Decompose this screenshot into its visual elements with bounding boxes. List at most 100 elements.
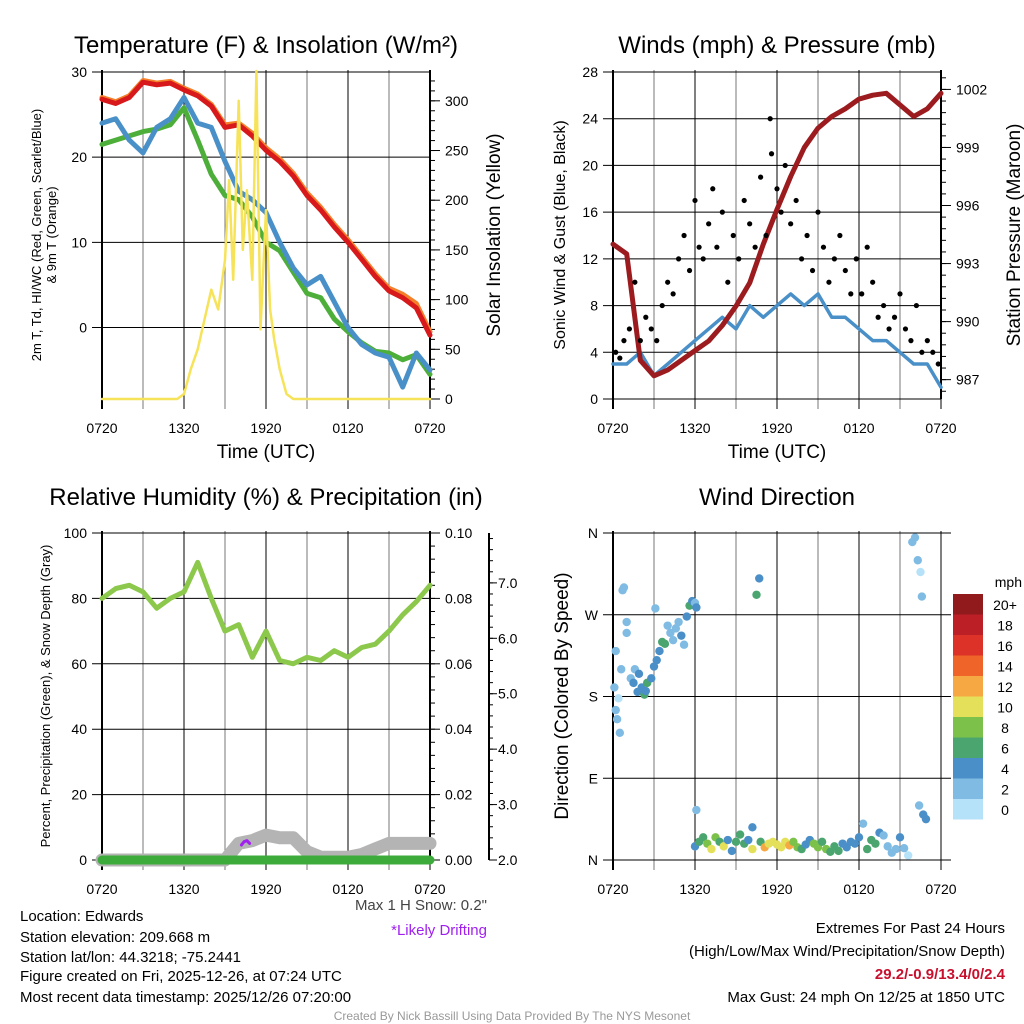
humidity-chart-title: Relative Humidity (%) & Precipitation (i… [49,484,482,511]
gust-point [799,256,805,262]
wind-direction-point [699,833,708,842]
colorbar-label: 4 [1001,761,1009,777]
wind-direction-point [617,665,626,674]
gust-point [826,279,832,285]
gust-point [758,174,764,180]
gust-point [886,326,892,332]
series-sonic-wind [611,292,943,390]
credit-text: Created By Nick Bassill Using Data Provi… [333,1009,691,1023]
wind-direction-point [651,604,660,613]
colorbar-box [953,594,983,615]
wind-direction-point [641,686,650,696]
y2-tick-label: 0.02 [445,787,472,803]
extremes-values: 29.2/-0.9/13.4/0/2.4 [874,966,1005,983]
gust-point [837,232,843,239]
x-tick-label: 1920 [250,881,281,897]
wind-direction-point [611,646,620,656]
wind-direction-point [744,835,753,845]
y-tick-label: 20 [71,787,87,803]
y-tick-label: E [589,770,598,786]
gust-point [613,349,619,355]
max-gust-text: Max Gust: 24 mph On 12/25 at 1850 UTC [727,989,1005,1006]
y-tick-label: 0 [79,852,87,868]
x-tick-label: 1320 [168,881,199,897]
gust-point [930,349,936,355]
series-relative-humidity [99,559,433,667]
wind-direction-point [668,635,678,645]
wind-direction-point [692,603,701,612]
colorbar-box [953,799,983,820]
wind-direction-y-axis-label: Direction (Colored By Speed) [552,572,573,819]
pressure-y-axis-label: Station Pressure (Maroon) [1004,124,1024,347]
wind-direction-point [752,590,761,599]
max-snow-note: Max 1 H Snow: 0.2" [354,897,487,914]
temperature-chart-title: Temperature (F) & Insolation (W/m²) [74,32,458,59]
location-text: Location: Edwards [20,908,144,925]
gust-point [897,291,903,297]
wind-direction-point [692,805,701,815]
snow-tick-label: 3.0 [498,797,518,813]
wind-direction-point [735,830,745,839]
wind-direction-point [652,655,661,665]
wind-direction-point [904,851,913,860]
snow-tick-label: 2.0 [498,852,518,868]
y2-tick-label: 987 [956,372,980,388]
extremes-fields: (High/Low/Max Wind/Precipitation/Snow De… [689,943,1005,960]
y-tick-label: 20 [582,157,598,173]
wind-direction-point [899,843,909,853]
y2-tick-label: 990 [956,314,980,330]
wind-direction-point [682,612,691,621]
colorbar-title: mph [995,574,1022,590]
gust-point [676,256,682,262]
wind-direction-point [917,592,927,601]
y2-tick-label: 1002 [956,81,987,97]
x-tick-label: 1320 [168,420,199,436]
wind-direction-point [647,674,656,683]
wind-direction-point [731,837,741,847]
y2-tick-label: 999 [956,139,980,155]
temperature-x-axis-label: Time (UTC) [217,442,316,463]
y-tick-label: 16 [582,204,598,220]
gust-point [643,314,649,320]
gust-point [686,267,693,274]
x-tick-label: 0720 [414,420,445,436]
gust-point [700,256,706,262]
winds-y-axis-label: Sonic Wind & Gust (Blue, Black) [552,120,569,349]
colorbar-label: 18 [997,618,1013,634]
snow-tick-label: 7.0 [498,575,518,591]
y-tick-label: 24 [582,111,598,127]
wind-direction-point [916,567,925,577]
gust-point [648,326,654,332]
wind-direction-point [655,646,664,656]
y-tick-label: 0 [590,391,598,407]
latlon-text: Station lat/lon: 44.3218; -75.2441 [20,949,242,966]
wind-direction-point [910,533,920,542]
colorbar-label: 10 [997,700,1013,716]
gust-point [859,291,865,297]
y2-tick-label: 0.08 [445,590,472,606]
wind-direction-point [707,844,716,854]
winds-chart-title: Winds (mph) & Pressure (mb) [618,32,935,59]
gust-point [853,256,859,262]
y-tick-label: 10 [71,234,87,250]
wind-direction-point [914,801,924,810]
wind-direction-point [610,683,619,692]
y2-tick-label: 993 [956,256,980,272]
x-tick-label: 0120 [332,881,363,897]
colorbar-label: 16 [997,638,1013,654]
temperature-y-axis-label: 2m T, Td, HI/WC (Red, Green, Scarlet/Blu… [29,109,44,361]
gust-point [714,244,720,250]
winds-x-axis-label: Time (UTC) [728,442,827,463]
y-tick-label: 20 [71,149,87,165]
y2-tick-label: 250 [445,143,469,159]
colorbar-box [953,696,983,717]
y-tick-label: 40 [71,721,87,737]
x-tick-label: 0120 [843,881,874,897]
gust-point [848,291,854,297]
wind-direction-point [891,844,901,854]
wind-direction-point [622,628,631,638]
gust-point [935,361,941,367]
x-tick-label: 0720 [597,420,628,436]
gust-point [774,186,780,192]
